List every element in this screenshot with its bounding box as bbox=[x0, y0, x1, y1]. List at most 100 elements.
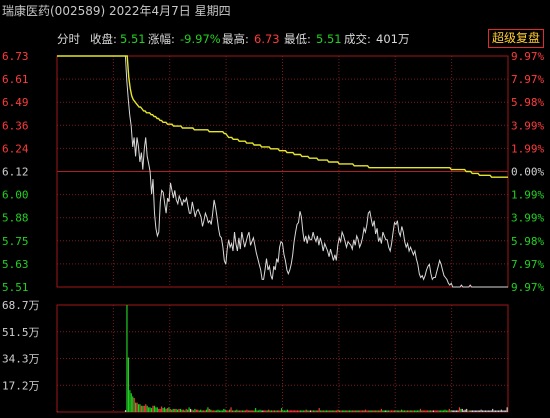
volume-bar bbox=[266, 410, 268, 412]
volume-bar bbox=[415, 410, 417, 412]
volume-bar bbox=[330, 410, 332, 412]
volume-bar bbox=[401, 409, 403, 412]
volume-bar bbox=[503, 410, 505, 412]
high-label: 最高: bbox=[222, 32, 249, 46]
volume-bar bbox=[457, 410, 459, 412]
volume-bar bbox=[343, 410, 345, 412]
volume-bar bbox=[396, 410, 398, 412]
volume-bar bbox=[204, 410, 206, 412]
volume-bar bbox=[234, 410, 236, 412]
volume-bar bbox=[292, 410, 294, 412]
volume-bar bbox=[184, 410, 186, 412]
volume-bar bbox=[506, 407, 508, 412]
volume-bar bbox=[243, 410, 245, 412]
volume-bar bbox=[226, 410, 228, 412]
low-value: 5.51 bbox=[316, 32, 342, 46]
volume-bar bbox=[369, 410, 371, 412]
mode-label[interactable]: 分时 bbox=[57, 32, 80, 46]
volume-bar bbox=[331, 410, 333, 412]
volume-bar bbox=[227, 410, 229, 412]
volume-bar bbox=[285, 410, 287, 412]
volume-bar bbox=[350, 410, 352, 412]
volume-bar bbox=[438, 410, 440, 412]
volume-tick-label: 51.5万 bbox=[2, 326, 40, 339]
volume-bar bbox=[260, 410, 262, 412]
volume-axis: 68.7万 51.5万 34.3万 17.2万 bbox=[2, 299, 40, 392]
volume-bar bbox=[237, 410, 239, 412]
price-panel-border bbox=[56, 55, 509, 288]
volume-bar bbox=[146, 405, 148, 412]
volume-bar bbox=[189, 408, 192, 412]
volume-bar bbox=[317, 410, 319, 412]
volume-bar bbox=[493, 410, 495, 412]
volume-bar bbox=[505, 410, 507, 412]
volume-bar bbox=[214, 410, 216, 412]
volume-bar bbox=[479, 410, 481, 412]
volume-bar bbox=[418, 410, 420, 412]
volume-bar bbox=[127, 357, 129, 412]
low-label: 最低: bbox=[284, 32, 311, 46]
volume-bar bbox=[431, 410, 433, 412]
volume-bar bbox=[468, 410, 471, 412]
volume-bar bbox=[408, 410, 410, 412]
volume-bar bbox=[389, 410, 391, 412]
volume-bar bbox=[246, 409, 248, 412]
volume-bar bbox=[256, 410, 258, 412]
volume-bar bbox=[473, 410, 475, 412]
volume-bar bbox=[158, 408, 160, 412]
volume-bar bbox=[448, 408, 450, 412]
pct-tick-label: 7.97% bbox=[511, 73, 544, 86]
volume-bar bbox=[403, 410, 406, 412]
volume-bar bbox=[405, 410, 407, 412]
volume-bar bbox=[136, 402, 138, 412]
volume-bar bbox=[198, 410, 200, 412]
volume-bar bbox=[301, 410, 303, 412]
volume-bar bbox=[192, 410, 195, 412]
volume-bar bbox=[191, 409, 193, 412]
volume-bar bbox=[451, 410, 453, 412]
close-value: 5.51 bbox=[120, 32, 146, 46]
volume-bar bbox=[143, 405, 145, 412]
volume-bar bbox=[489, 410, 491, 412]
price-tick-label: 6.49 bbox=[2, 96, 29, 109]
volume-bar bbox=[135, 402, 137, 412]
volume-bar bbox=[416, 410, 419, 412]
volume-bar bbox=[236, 409, 238, 412]
volume-bar bbox=[155, 407, 157, 412]
volume-bar bbox=[385, 410, 387, 412]
super-replay-button[interactable]: 超级复盘 bbox=[487, 29, 544, 48]
volume-bar bbox=[265, 410, 267, 412]
volume-bar bbox=[217, 409, 219, 412]
volume-bar bbox=[320, 410, 322, 412]
volume-bar bbox=[347, 410, 349, 412]
volume-bar bbox=[484, 410, 487, 412]
volume-bar bbox=[152, 405, 154, 412]
volume-bar bbox=[172, 408, 174, 412]
high-value: 6.73 bbox=[254, 32, 280, 46]
volume-bar bbox=[382, 410, 384, 412]
volume-bar bbox=[130, 393, 132, 412]
price-tick-label: 5.75 bbox=[2, 235, 29, 248]
volume-bar bbox=[253, 410, 255, 412]
price-tick-label: 5.88 bbox=[2, 212, 29, 225]
volume-tick-label: 68.7万 bbox=[2, 299, 40, 312]
volume-bar bbox=[220, 410, 222, 412]
volume-bar bbox=[395, 410, 397, 412]
volume-bar bbox=[419, 408, 421, 412]
volume-bar bbox=[174, 408, 176, 412]
price-line bbox=[57, 55, 508, 288]
volume-bar bbox=[494, 410, 497, 412]
volume-bar bbox=[428, 410, 430, 412]
volume-bar bbox=[142, 405, 144, 412]
volume-bar bbox=[460, 408, 462, 412]
price-tick-label: 6.36 bbox=[2, 119, 29, 132]
volume-bar bbox=[422, 410, 424, 412]
volume-bar bbox=[240, 410, 242, 412]
volume-bar bbox=[195, 409, 197, 412]
volume-bar bbox=[207, 407, 209, 412]
volume-bar bbox=[132, 396, 134, 412]
volume-bar bbox=[377, 410, 380, 412]
volume-bar bbox=[153, 405, 156, 412]
volume-bar bbox=[359, 410, 361, 412]
volume-bar bbox=[176, 409, 179, 412]
